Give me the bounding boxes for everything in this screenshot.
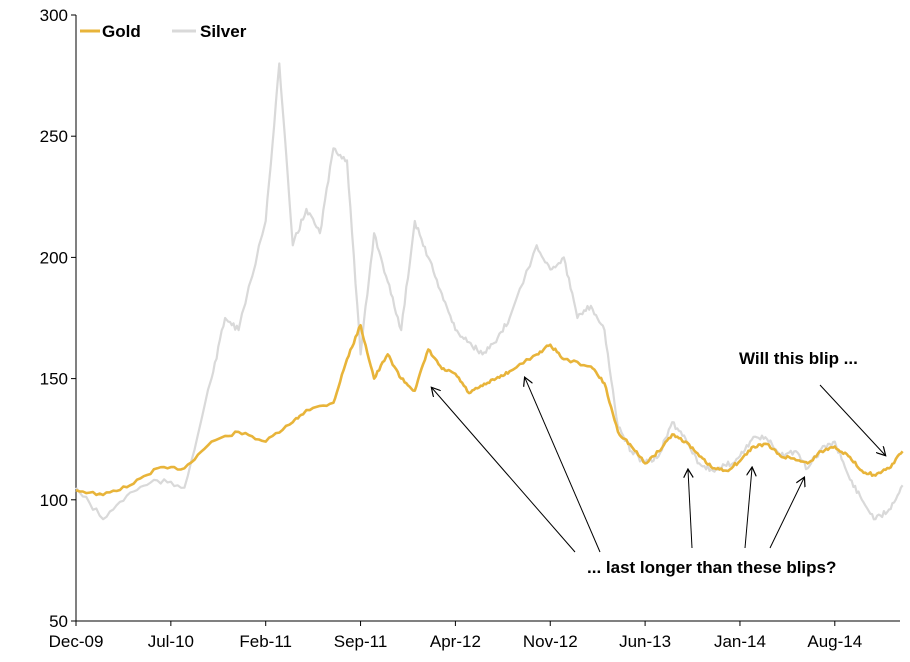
annotations: Will this blip ... ... last longer than … [432,349,885,577]
y-axis-ticks: 50 100 150 200 250 300 [40,6,76,631]
series-line-silver [75,62,904,521]
y-tick-label: 250 [40,127,68,146]
y-tick-label: 150 [40,370,68,389]
legend-label-gold: Gold [102,22,141,41]
series-layer [75,62,904,521]
annotation-arrows [432,378,885,553]
x-tick-label: Sep-11 [334,632,388,651]
arrow-to-jul-14-blip [769,478,804,549]
x-tick-label: Dec-09 [49,632,104,651]
y-tick-label: 200 [40,248,68,267]
x-tick-label: Apr-12 [430,632,481,651]
arrow-to-sep-13-blip [688,470,692,549]
arrow-to-recent-blip [819,384,885,455]
legend: Gold Silver [80,22,247,41]
x-tick-label: Nov-12 [523,632,578,651]
arrow-to-jan-14-blip [744,468,752,549]
y-tick-label: 50 [49,612,68,631]
annotation-bottom: ... last longer than these blips? [587,558,836,577]
series-line-gold [75,324,904,497]
y-tick-label: 100 [40,491,68,510]
arrow-to-nov-12-blip [525,378,601,553]
x-tick-label: Jul-10 [148,632,194,651]
x-tick-label: Feb-11 [239,632,292,651]
x-tick-label: Jun-13 [619,632,671,651]
x-tick-label: Jan-14 [714,632,766,651]
y-tick-label: 300 [40,6,68,25]
x-axis-ticks: Dec-09 Jul-10 Feb-11 Sep-11 Apr-12 Nov-12 Jun-… [49,621,862,651]
x-tick-label: Aug-14 [807,632,862,651]
annotation-top: Will this blip ... [739,349,858,368]
arrow-to-apr-12-blip [432,388,576,553]
legend-label-silver: Silver [200,22,247,41]
